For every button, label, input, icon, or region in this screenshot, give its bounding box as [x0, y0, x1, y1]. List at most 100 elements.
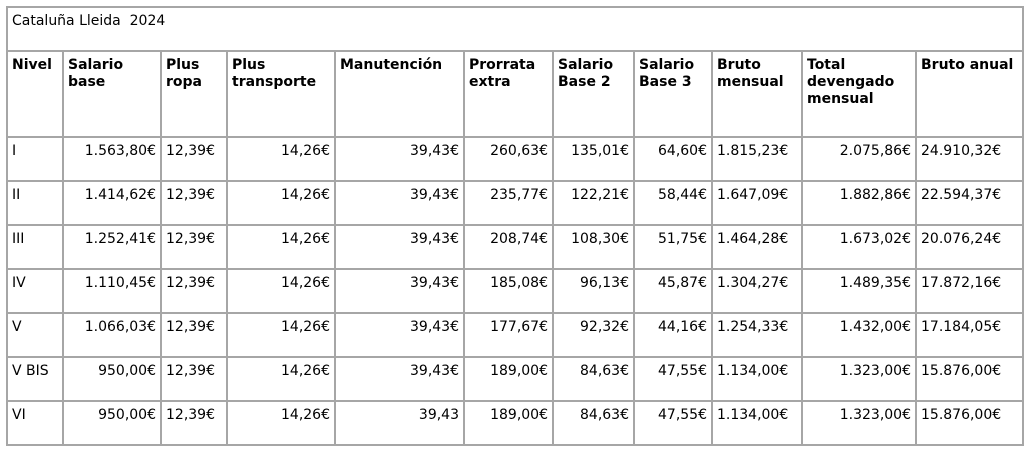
- value-cell: 12,39€: [160, 356, 228, 402]
- value-cell: 1.647,09€: [711, 180, 803, 226]
- value-cell: 14,26€: [226, 268, 336, 314]
- column-header-9: Total devengado mensual: [801, 50, 917, 138]
- value-cell: 1.563,80€: [62, 136, 162, 182]
- value-cell: 2.075,86€: [801, 136, 917, 182]
- value-cell: 39,43: [334, 400, 465, 446]
- value-cell: 1.882,86€: [801, 180, 917, 226]
- column-header-5: Prorrata extra: [463, 50, 554, 138]
- value-cell: 12,39€: [160, 400, 228, 446]
- value-cell: 12,39€: [160, 136, 228, 182]
- value-cell: 44,16€: [633, 312, 713, 358]
- column-header-7: Salario Base 3: [633, 50, 713, 138]
- value-cell: 39,43€: [334, 180, 465, 226]
- column-header-3: Plus transporte: [226, 50, 336, 138]
- value-cell: 122,21€: [552, 180, 635, 226]
- value-cell: 12,39€: [160, 268, 228, 314]
- value-cell: 20.076,24€: [915, 224, 1024, 270]
- value-cell: 17.184,05€: [915, 312, 1024, 358]
- value-cell: 14,26€: [226, 224, 336, 270]
- column-header-1: Salario base: [62, 50, 162, 138]
- value-cell: 12,39€: [160, 224, 228, 270]
- value-cell: 22.594,37€: [915, 180, 1024, 226]
- value-cell: 47,55€: [633, 356, 713, 402]
- value-cell: 950,00€: [62, 400, 162, 446]
- value-cell: 260,63€: [463, 136, 554, 182]
- table-row: IV 1.110,45€ 12,39€ 14,26€ 39,43€ 185,08€ 96,1…: [6, 268, 1024, 314]
- table-row: I 1.563,80€ 12,39€ 14,26€ 39,43€ 260,63€ 135,0…: [6, 136, 1024, 182]
- value-cell: 108,30€: [552, 224, 635, 270]
- column-header-6: Salario Base 2: [552, 50, 635, 138]
- level-cell: I: [6, 136, 64, 182]
- table-row: III 1.252,41€ 12,39€ 14,26€ 39,43€ 208,74€ 108…: [6, 224, 1024, 270]
- value-cell: 1.252,41€: [62, 224, 162, 270]
- value-cell: 1.304,27€: [711, 268, 803, 314]
- value-cell: 1.414,62€: [62, 180, 162, 226]
- table-row: VI 950,00€ 12,39€ 14,26€ 39,43 189,00€ 84,63€ 4…: [6, 400, 1024, 446]
- salary-table: Cataluña Lleida 2024 Nivel Salario base Pl…: [6, 6, 1024, 446]
- value-cell: 1.066,03€: [62, 312, 162, 358]
- value-cell: 39,43€: [334, 312, 465, 358]
- column-header-4: Manutención: [334, 50, 465, 138]
- value-cell: 84,63€: [552, 400, 635, 446]
- value-cell: 1.254,33€: [711, 312, 803, 358]
- value-cell: 45,87€: [633, 268, 713, 314]
- value-cell: 64,60€: [633, 136, 713, 182]
- title-row: Cataluña Lleida 2024: [6, 6, 1024, 52]
- column-header-10: Bruto anual: [915, 50, 1024, 138]
- value-cell: 1.673,02€: [801, 224, 917, 270]
- value-cell: 51,75€: [633, 224, 713, 270]
- table-title: Cataluña Lleida 2024: [6, 6, 1024, 52]
- value-cell: 950,00€: [62, 356, 162, 402]
- value-cell: 189,00€: [463, 400, 554, 446]
- value-cell: 14,26€: [226, 400, 336, 446]
- table-row: V 1.066,03€ 12,39€ 14,26€ 39,43€ 177,67€ 92,32…: [6, 312, 1024, 358]
- level-cell: II: [6, 180, 64, 226]
- value-cell: 39,43€: [334, 356, 465, 402]
- column-header-8: Bruto mensual: [711, 50, 803, 138]
- value-cell: 92,32€: [552, 312, 635, 358]
- value-cell: 208,74€: [463, 224, 554, 270]
- column-header-2: Plus ropa: [160, 50, 228, 138]
- value-cell: 1.134,00€: [711, 400, 803, 446]
- value-cell: 24.910,32€: [915, 136, 1024, 182]
- value-cell: 135,01€: [552, 136, 635, 182]
- value-cell: 12,39€: [160, 312, 228, 358]
- value-cell: 1.323,00€: [801, 356, 917, 402]
- value-cell: 1.432,00€: [801, 312, 917, 358]
- level-cell: III: [6, 224, 64, 270]
- value-cell: 96,13€: [552, 268, 635, 314]
- value-cell: 177,67€: [463, 312, 554, 358]
- value-cell: 14,26€: [226, 180, 336, 226]
- table-row: V BIS 950,00€ 12,39€ 14,26€ 39,43€ 189,00€ 84,…: [6, 356, 1024, 402]
- table-body: I 1.563,80€ 12,39€ 14,26€ 39,43€ 260,63€ 135,0…: [6, 136, 1024, 446]
- level-cell: V BIS: [6, 356, 64, 402]
- value-cell: 14,26€: [226, 356, 336, 402]
- value-cell: 17.872,16€: [915, 268, 1024, 314]
- column-header-0: Nivel: [6, 50, 64, 138]
- value-cell: 58,44€: [633, 180, 713, 226]
- value-cell: 39,43€: [334, 268, 465, 314]
- value-cell: 15.876,00€: [915, 356, 1024, 402]
- value-cell: 39,43€: [334, 136, 465, 182]
- value-cell: 189,00€: [463, 356, 554, 402]
- value-cell: 1.110,45€: [62, 268, 162, 314]
- table-row: II 1.414,62€ 12,39€ 14,26€ 39,43€ 235,77€ 122,…: [6, 180, 1024, 226]
- value-cell: 1.815,23€: [711, 136, 803, 182]
- value-cell: 39,43€: [334, 224, 465, 270]
- level-cell: V: [6, 312, 64, 358]
- value-cell: 1.464,28€: [711, 224, 803, 270]
- value-cell: 14,26€: [226, 136, 336, 182]
- value-cell: 1.489,35€: [801, 268, 917, 314]
- value-cell: 15.876,00€: [915, 400, 1024, 446]
- value-cell: 185,08€: [463, 268, 554, 314]
- value-cell: 235,77€: [463, 180, 554, 226]
- value-cell: 12,39€: [160, 180, 228, 226]
- level-cell: IV: [6, 268, 64, 314]
- value-cell: 47,55€: [633, 400, 713, 446]
- value-cell: 1.323,00€: [801, 400, 917, 446]
- value-cell: 14,26€: [226, 312, 336, 358]
- header-row: Nivel Salario base Plus ropa Plus transport…: [6, 50, 1024, 138]
- value-cell: 84,63€: [552, 356, 635, 402]
- level-cell: VI: [6, 400, 64, 446]
